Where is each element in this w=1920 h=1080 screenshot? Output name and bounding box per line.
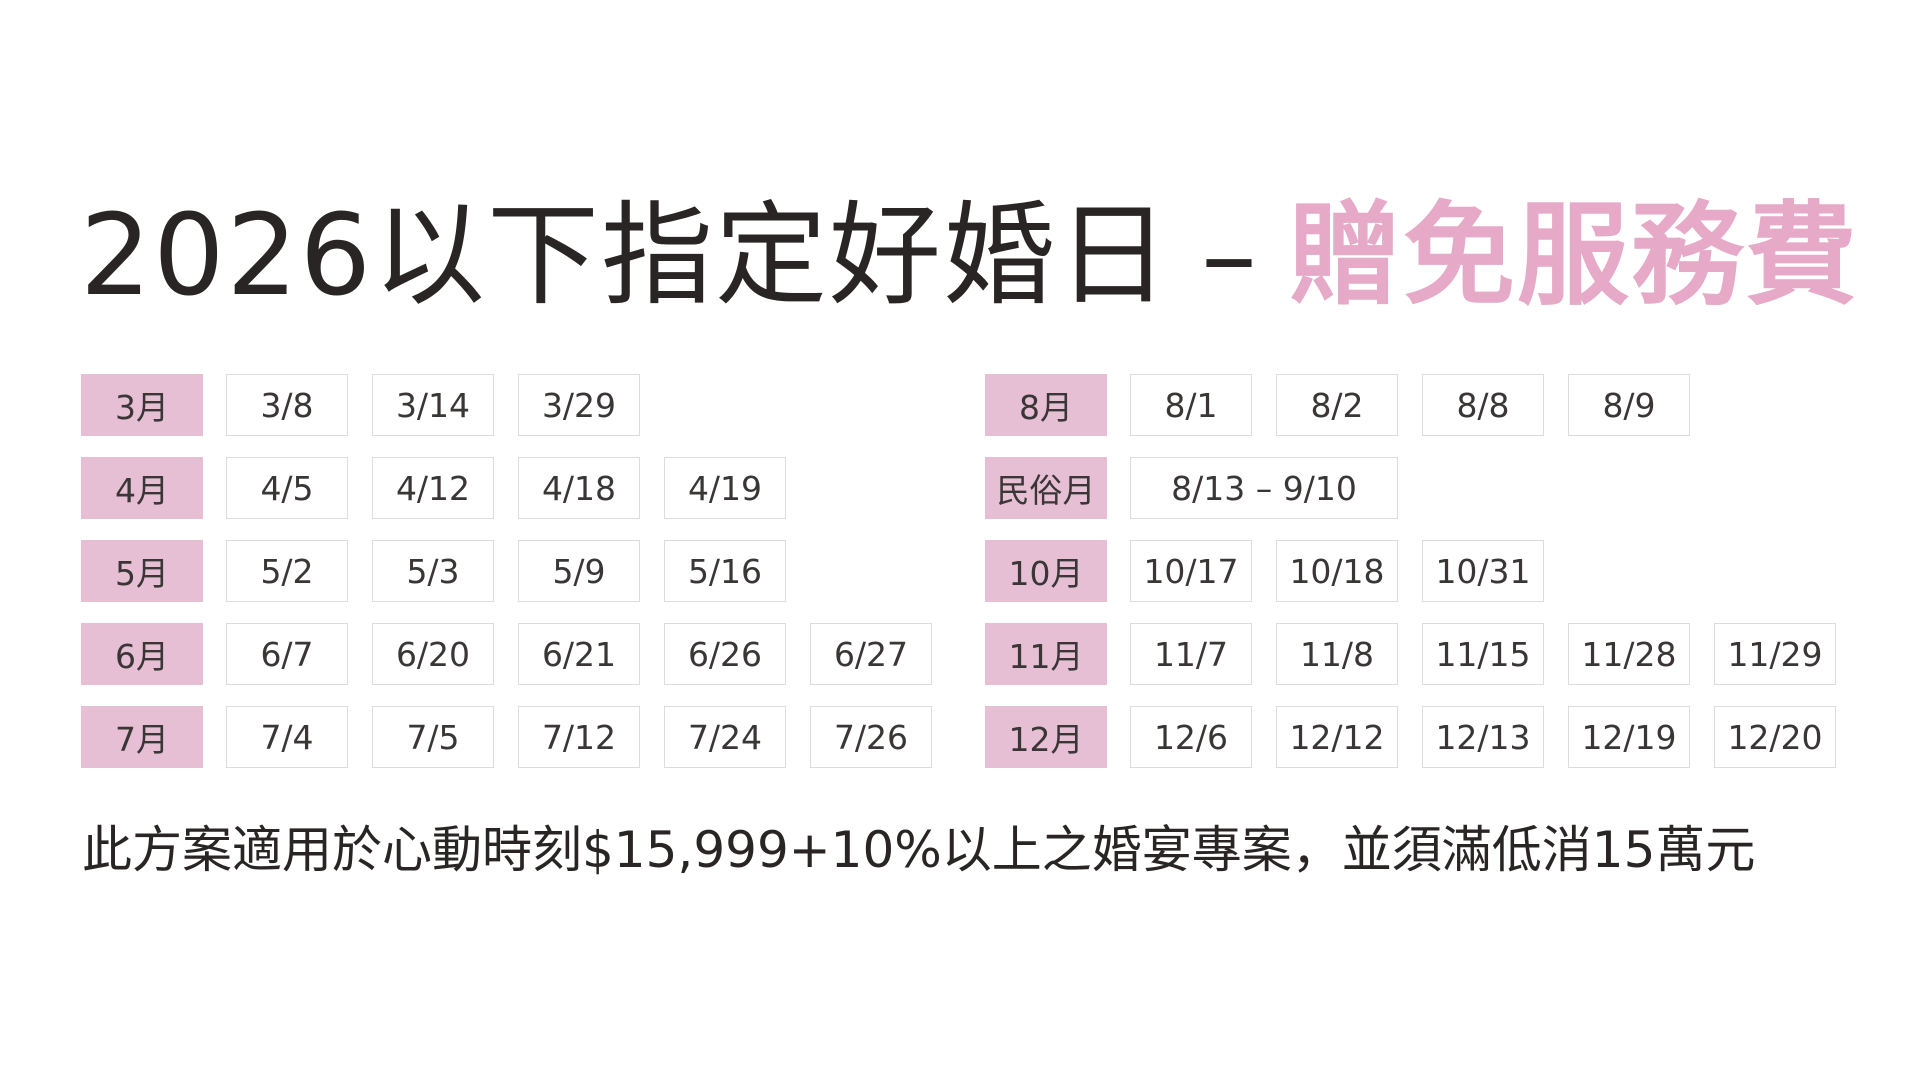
date-cell: 5/3	[372, 540, 494, 602]
month-label: 10月	[985, 540, 1107, 602]
date-cell: 6/26	[664, 623, 786, 685]
month-label: 8月	[985, 374, 1107, 436]
date-cell: 12/13	[1422, 706, 1544, 768]
date-cell: 5/9	[518, 540, 640, 602]
date-cell: 6/20	[372, 623, 494, 685]
footer-note: 此方案適用於心動時刻$15,999+10%以上之婚宴專案，並須滿低消15萬元	[82, 821, 1756, 879]
date-cell: 11/29	[1714, 623, 1836, 685]
date-cell: 3/29	[518, 374, 640, 436]
month-label: 4月	[81, 457, 203, 519]
date-cell: 11/28	[1568, 623, 1690, 685]
date-cell: 6/21	[518, 623, 640, 685]
date-cell: 4/5	[226, 457, 348, 519]
month-label: 6月	[81, 623, 203, 685]
date-cell: 8/9	[1568, 374, 1690, 436]
date-cell: 7/4	[226, 706, 348, 768]
date-cell: 11/15	[1422, 623, 1544, 685]
date-cell: 8/1	[1130, 374, 1252, 436]
title-separator: –	[1201, 191, 1260, 321]
month-label: 11月	[985, 623, 1107, 685]
date-cell: 3/8	[226, 374, 348, 436]
month-label: 7月	[81, 706, 203, 768]
date-cell: 7/24	[664, 706, 786, 768]
date-cell: 7/26	[810, 706, 932, 768]
date-cell: 5/2	[226, 540, 348, 602]
title-main: 2026以下指定好婚日	[80, 191, 1172, 321]
date-cell: 6/7	[226, 623, 348, 685]
date-cell: 11/8	[1276, 623, 1398, 685]
month-label: 3月	[81, 374, 203, 436]
date-cell: 4/19	[664, 457, 786, 519]
date-cell: 7/12	[518, 706, 640, 768]
page-title: 2026以下指定好婚日 – 贈免服務費	[80, 196, 1859, 316]
date-cell: 11/7	[1130, 623, 1252, 685]
title-highlight: 贈免服務費	[1289, 191, 1860, 321]
date-cell: 8/13 – 9/10	[1130, 457, 1398, 519]
date-cell: 3/14	[372, 374, 494, 436]
date-cell: 8/8	[1422, 374, 1544, 436]
date-cell: 12/12	[1276, 706, 1398, 768]
date-cell: 12/20	[1714, 706, 1836, 768]
date-cell: 6/27	[810, 623, 932, 685]
month-label: 12月	[985, 706, 1107, 768]
month-label: 5月	[81, 540, 203, 602]
date-cell: 10/31	[1422, 540, 1544, 602]
date-cell: 12/6	[1130, 706, 1252, 768]
date-cell: 4/12	[372, 457, 494, 519]
date-cell: 10/17	[1130, 540, 1252, 602]
date-cell: 4/18	[518, 457, 640, 519]
date-cell: 12/19	[1568, 706, 1690, 768]
date-cell: 10/18	[1276, 540, 1398, 602]
date-cell: 8/2	[1276, 374, 1398, 436]
date-cell: 7/5	[372, 706, 494, 768]
month-label: 民俗月	[985, 457, 1107, 519]
date-cell: 5/16	[664, 540, 786, 602]
